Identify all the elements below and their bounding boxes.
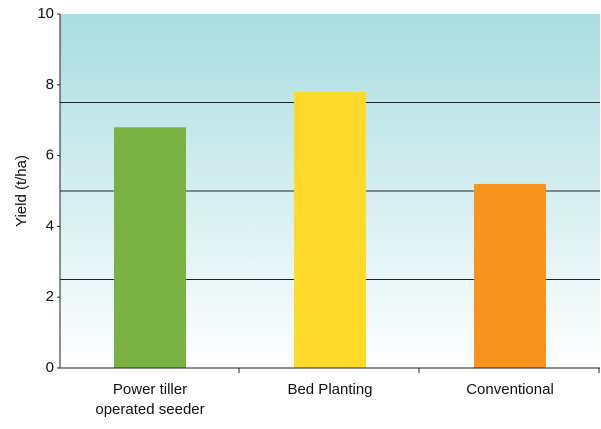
y-tick-label: 8 — [46, 76, 54, 93]
x-tick-label: Bed Planting — [287, 381, 372, 398]
y-tick-label: 4 — [46, 217, 54, 234]
x-tick-label: Conventional — [466, 381, 554, 398]
y-tick-label: 2 — [46, 288, 54, 305]
bar — [294, 91, 366, 368]
x-tick-label: Power tiller operated seeder — [95, 381, 204, 418]
y-tick-label: 0 — [46, 359, 54, 376]
bar — [474, 183, 546, 368]
y-tick-label: 10 — [37, 5, 54, 22]
y-axis-label: Yield (t/ha) — [13, 155, 30, 227]
bar — [114, 127, 186, 368]
y-tick-label: 6 — [46, 147, 54, 164]
